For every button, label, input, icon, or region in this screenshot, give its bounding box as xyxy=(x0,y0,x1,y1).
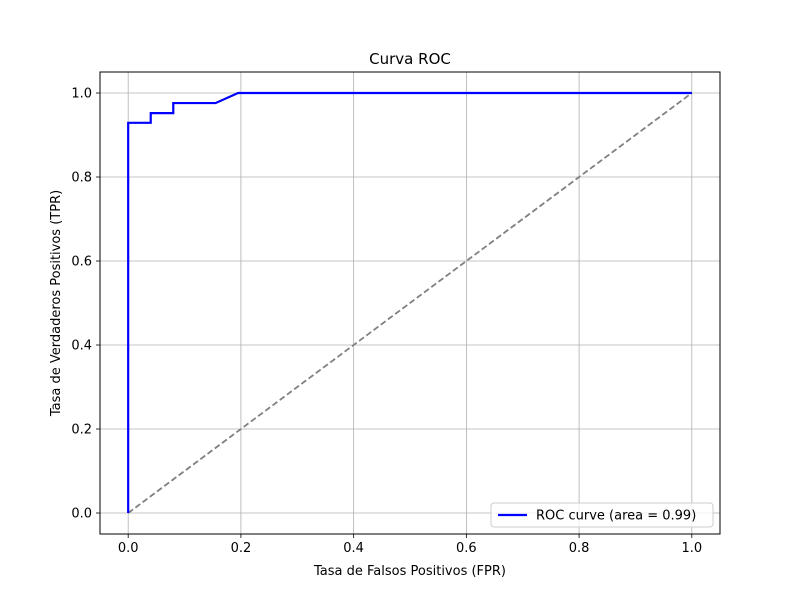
legend-box xyxy=(490,502,714,528)
y-tick-label: 0.4 xyxy=(71,339,92,354)
y-axis-label: Tasa de Verdaderos Positivos (TPR) xyxy=(49,190,64,417)
plot-frame xyxy=(99,71,721,535)
y-tick-label: 0.8 xyxy=(71,171,92,186)
chart-title: Curva ROC xyxy=(369,50,451,68)
y-tick-label: 0.6 xyxy=(71,255,92,270)
diagonal-reference-line xyxy=(127,92,693,514)
x-tick-label: 0.2 xyxy=(231,541,252,556)
x-tick-label: 0.8 xyxy=(569,541,590,556)
grid xyxy=(100,72,720,534)
x-tick-label: 0.4 xyxy=(343,541,364,556)
y-tick-label: 0.2 xyxy=(71,423,92,438)
series-layer xyxy=(127,91,693,514)
roc-curve-line xyxy=(127,91,692,513)
x-axis-label: Tasa de Falsos Positivos (FPR) xyxy=(313,564,506,579)
legend-entry: ROC curve (area = 0.99) xyxy=(536,509,696,524)
x-tick-label: 0.6 xyxy=(456,541,477,556)
y-tick-label: 0.0 xyxy=(71,507,92,522)
x-tick-label: 1.0 xyxy=(681,541,702,556)
legend: ROC curve (area = 0.99) xyxy=(490,502,714,528)
y-tick-label: 1.0 xyxy=(71,87,92,102)
ticks: 0.0 0.2 0.4 0.6 0.8 1.0 0.0 0.2 0.4 0.6 0.8 1.0 xyxy=(71,87,702,557)
x-tick-label: 0.0 xyxy=(118,541,139,556)
